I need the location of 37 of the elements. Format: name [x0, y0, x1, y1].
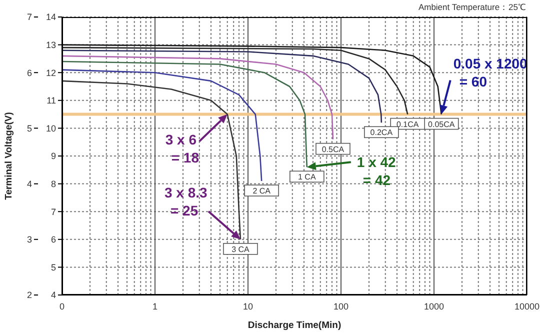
x-axis-title: Discharge Time(Min) [248, 320, 342, 331]
y2-tick-label: 7 [26, 12, 32, 22]
x-tick-label: 10000 [514, 301, 540, 312]
series-label: 0.05CA [428, 120, 456, 129]
y-tick-label: 4 [50, 290, 56, 300]
y2-tick-label: 2 [26, 290, 32, 300]
series-label: 2 CA [252, 186, 272, 196]
y2-tick-label: 6 [26, 68, 32, 78]
x-tick-label: 10 [242, 301, 254, 312]
y-tick-label: 12 [46, 68, 56, 78]
annotation: 3 x 8.3 = 25 [164, 184, 208, 218]
series-label: 3 CA [232, 244, 250, 254]
y2-tick-label: 3 [26, 234, 32, 245]
x-tick-label: 0 [59, 301, 65, 312]
series-label: 0.1CA [396, 120, 420, 129]
y2-tick-label: 5 [26, 123, 32, 134]
y2-tick-label: 4 [26, 178, 32, 189]
x-tick-label: 1000 [424, 301, 444, 312]
series-label: 0.2CA [370, 128, 394, 138]
series-label: 0.5CA [322, 144, 345, 154]
y-tick-label: 14 [46, 12, 56, 22]
y-tick-label: 6 [50, 234, 56, 245]
y-tick-label: 9 [50, 151, 56, 162]
x-tick-label: 1 [152, 301, 158, 312]
y-tick-label: 7 [50, 206, 56, 217]
y-tick-label: 5 [50, 262, 56, 272]
y-tick-label: 8 [50, 178, 56, 189]
y2-axis-title: Terminal Voltage(V) [3, 112, 14, 200]
annotation: 1 x 42 = 42 [356, 154, 396, 188]
text: Ambient Temperature：25℃ [418, 2, 526, 14]
annotation: 3 x 6 = 18 [165, 131, 200, 166]
series-label: 1 CA [298, 172, 316, 182]
y-tick-label: 13 [46, 40, 56, 50]
y-tick-label: 10 [46, 123, 56, 134]
y-tick-label: 11 [46, 96, 56, 106]
x-tick-label: 100 [333, 301, 349, 312]
annotation: 0.05 x 1200 = 60 [453, 55, 528, 90]
